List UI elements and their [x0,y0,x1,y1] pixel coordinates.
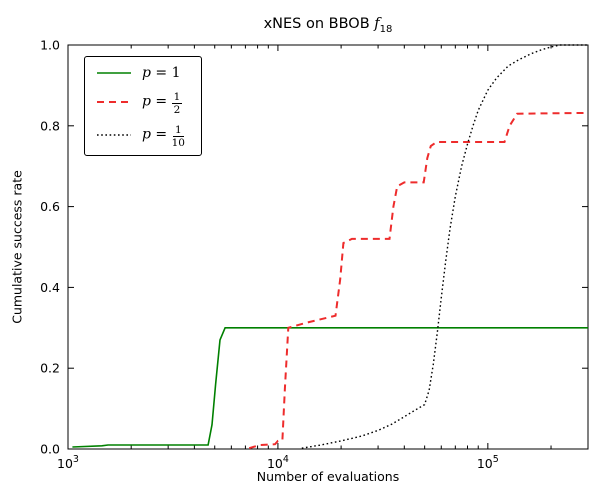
y-tick-label: 0.4 [40,280,60,295]
y-tick-label: 0.0 [40,442,60,457]
title-text: xNES on BBOB [263,16,375,32]
legend-entry-p-1: p = 1 [95,65,185,81]
x-tick-label: 104 [267,454,289,471]
series-line-p-1 [72,327,588,448]
chart-title: xNES on BBOB f18 [68,16,588,35]
axes-frame [67,44,589,450]
y-axis-label: Cumulative success rate [9,170,25,324]
legend-label: p = 1 10 [142,124,185,150]
series-line-p-1-2 [248,111,589,450]
legend-label: p = 1 [142,65,181,81]
legend-line-sample [97,133,131,136]
x-tick-label: 105 [477,454,499,471]
y-tick-label: 1.0 [40,38,60,53]
series-line-p-1-10 [301,44,588,449]
legend-line-sample [97,100,131,103]
title-math-variable: f [374,16,380,32]
y-tick-label: 0.2 [40,361,60,376]
legend-line-sample [97,72,131,74]
title-subscript: 18 [379,23,393,35]
legend-entry-p-1-10: p = 1 10 [95,122,185,150]
fraction: 1 10 [171,124,185,150]
x-axis-label: Number of evaluations [256,469,400,484]
y-tick-label: 0.6 [40,199,60,214]
y-tick-label: 0.8 [40,118,60,133]
x-tick-label: 103 [57,454,79,471]
